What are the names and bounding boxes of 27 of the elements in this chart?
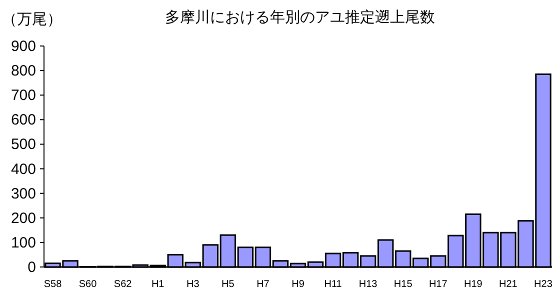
x-tick-label: S60 bbox=[78, 279, 98, 290]
x-tick-label: H17 bbox=[428, 279, 448, 290]
y-tick-label: 200 bbox=[10, 210, 36, 227]
x-tick-label: H1 bbox=[151, 279, 165, 290]
x-tick-label: H5 bbox=[222, 279, 235, 290]
x-tick-label: H7 bbox=[256, 279, 270, 290]
x-tick-label: H13 bbox=[358, 279, 378, 290]
x-tick-label: S62 bbox=[114, 279, 132, 290]
x-tick-label: H11 bbox=[324, 279, 342, 290]
x-tick-label: H21 bbox=[499, 279, 518, 290]
y-axis-title: （万尾） bbox=[2, 11, 62, 28]
y-tick-label: 700 bbox=[10, 87, 36, 104]
x-tick-label: H23 bbox=[534, 279, 553, 290]
x-tick-label: H15 bbox=[394, 279, 413, 290]
y-tick-label: 600 bbox=[10, 112, 36, 129]
x-tick-label: S58 bbox=[44, 279, 62, 290]
y-tick-label: 400 bbox=[10, 160, 36, 178]
x-tick-label: H19 bbox=[464, 279, 483, 290]
x-tick-label: H9 bbox=[292, 279, 305, 290]
x-tick-label: H3 bbox=[186, 279, 200, 290]
y-tick-label: 100 bbox=[10, 234, 36, 252]
y-tick-label: 500 bbox=[10, 136, 36, 154]
y-tick-label: 800 bbox=[10, 62, 36, 80]
y-tick-label: 300 bbox=[10, 185, 36, 202]
chart-title: 多摩川における年別のアユ推定遡上尾数 bbox=[165, 9, 435, 26]
y-tick-label: 900 bbox=[10, 38, 36, 55]
y-tick-label: 0 bbox=[28, 259, 36, 276]
